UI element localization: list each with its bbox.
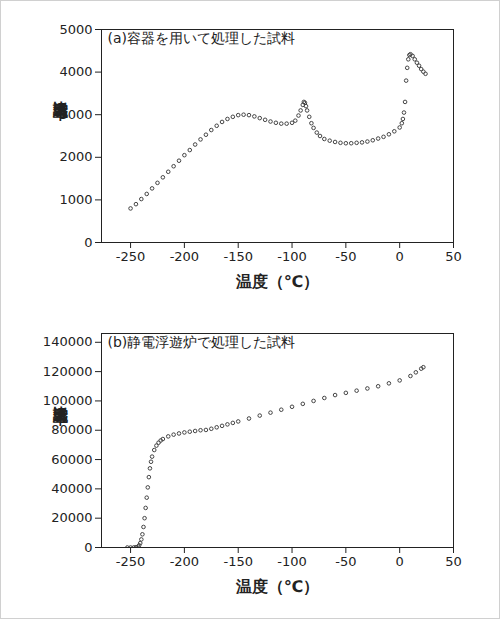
svg-text:5000: 5000 (59, 22, 92, 37)
svg-text:-250: -250 (116, 249, 146, 264)
svg-text:-150: -150 (223, 554, 253, 569)
svg-text:3000: 3000 (59, 107, 92, 122)
svg-text:-250: -250 (116, 554, 146, 569)
svg-text:(a)容器を用いて処理した試料: (a)容器を用いて処理した試料 (108, 30, 296, 46)
svg-text:120000: 120000 (43, 364, 93, 379)
svg-text:(b)静電浮遊炉で処理した試料: (b)静電浮遊炉で処理した試料 (108, 334, 296, 350)
svg-text:-150: -150 (223, 249, 253, 264)
svg-text:0: 0 (396, 249, 404, 264)
svg-text:20000: 20000 (51, 510, 92, 525)
svg-text:60000: 60000 (51, 452, 92, 467)
svg-text:100000: 100000 (43, 393, 93, 408)
svg-text:4000: 4000 (59, 64, 92, 79)
svg-text:温度（℃）: 温度（℃） (235, 577, 319, 596)
svg-text:1000: 1000 (59, 192, 92, 207)
svg-text:-200: -200 (170, 554, 200, 569)
svg-text:50: 50 (445, 249, 462, 264)
svg-text:0: 0 (396, 554, 404, 569)
svg-text:0: 0 (84, 540, 92, 555)
svg-text:50: 50 (445, 554, 462, 569)
svg-text:-100: -100 (277, 249, 307, 264)
svg-text:140000: 140000 (43, 334, 93, 349)
svg-text:-50: -50 (335, 249, 356, 264)
svg-text:2000: 2000 (59, 149, 92, 164)
svg-text:40000: 40000 (51, 481, 92, 496)
svg-text:-50: -50 (335, 554, 356, 569)
svg-text:0: 0 (84, 235, 92, 250)
svg-text:-100: -100 (277, 554, 307, 569)
svg-text:-200: -200 (170, 249, 200, 264)
svg-text:80000: 80000 (51, 422, 92, 437)
svg-text:温度（℃）: 温度（℃） (235, 272, 319, 291)
